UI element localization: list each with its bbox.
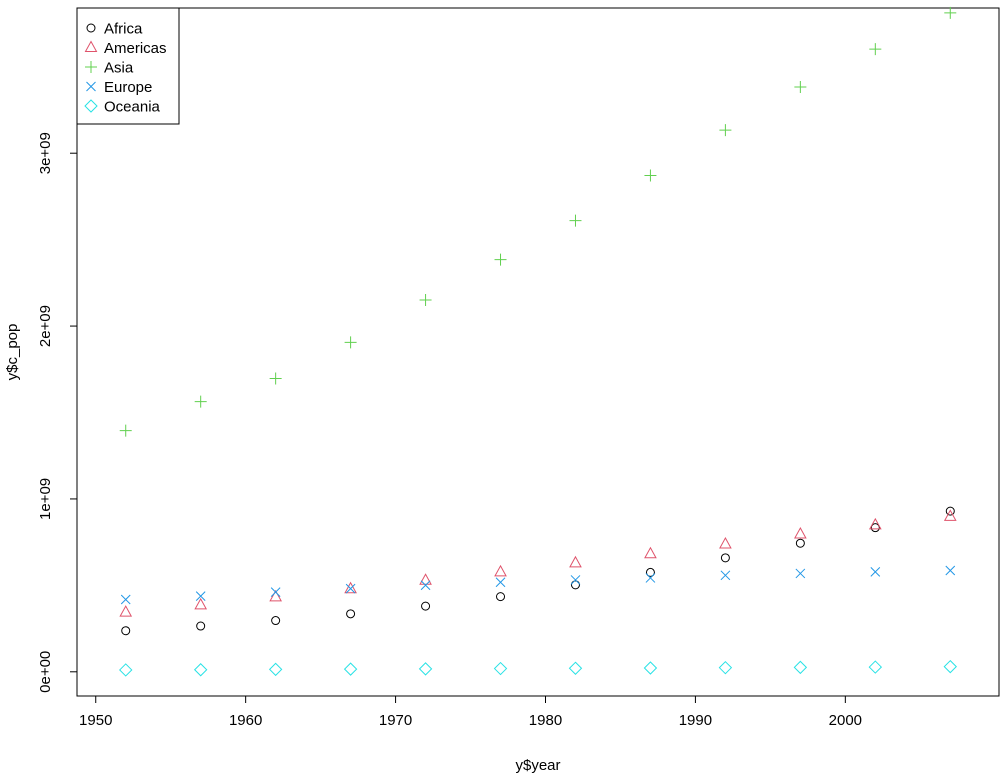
plot-area-frame (76, 7, 1000, 697)
point-europe (420, 580, 431, 591)
legend-box (76, 7, 180, 125)
point-africa (720, 553, 730, 563)
legend-marker-europe (86, 81, 96, 92)
point-americas (794, 527, 807, 539)
y-axis-label: y$c_pop (4, 324, 21, 381)
y-tick-label: 3e+09 (37, 132, 54, 174)
point-europe (270, 587, 281, 597)
point-oceania (493, 661, 508, 676)
point-africa (795, 538, 805, 548)
point-oceania (793, 660, 808, 675)
x-axis: 1950 1960 1970 1980 1990 2000 (79, 695, 862, 729)
point-europe (720, 570, 731, 581)
series-americas (119, 509, 957, 617)
legend-item-oceania: Oceania (84, 99, 161, 116)
point-americas (269, 589, 282, 602)
point-africa (570, 580, 580, 590)
point-asia (494, 253, 507, 266)
series-europe (120, 565, 956, 605)
point-africa (121, 626, 131, 636)
point-asia (719, 124, 732, 137)
x-axis-label: y$year (515, 757, 560, 774)
point-africa (421, 601, 431, 611)
point-americas (943, 509, 957, 521)
series-oceania (119, 659, 957, 677)
legend-item-europe: Europe (86, 79, 152, 96)
data-points (119, 6, 957, 677)
point-oceania (418, 662, 433, 676)
x-tick-label: 1970 (379, 712, 412, 729)
y-tick-label: 1e+09 (37, 478, 54, 520)
x-tick-label: 1980 (529, 712, 562, 729)
point-asia (569, 214, 582, 227)
point-oceania (193, 663, 208, 677)
legend-label: Africa (104, 21, 143, 38)
point-americas (494, 564, 507, 577)
point-europe (645, 573, 656, 583)
point-africa (346, 609, 356, 619)
point-europe (870, 566, 881, 577)
point-europe (120, 594, 131, 605)
point-oceania (119, 663, 133, 677)
point-asia (869, 43, 882, 56)
point-americas (868, 517, 882, 530)
y-axis: 0e+00 1e+09 2e+09 3e+09 (37, 132, 78, 693)
point-africa (196, 621, 206, 631)
point-americas (344, 581, 357, 594)
point-africa (945, 506, 955, 516)
legend-marker-americas (84, 40, 98, 52)
point-asia (269, 372, 282, 385)
legend-label: Americas (104, 40, 167, 57)
x-tick-label: 1950 (79, 712, 112, 729)
point-asia (194, 395, 207, 408)
point-europe (570, 575, 581, 585)
point-asia (644, 169, 657, 182)
point-americas (719, 536, 732, 549)
point-americas (419, 573, 432, 585)
legend-item-africa: Africa (86, 21, 143, 38)
point-europe (795, 568, 806, 579)
point-oceania (343, 662, 358, 676)
point-americas (194, 597, 208, 610)
point-africa (870, 523, 880, 533)
legend-label: Oceania (104, 99, 161, 116)
point-asia (119, 424, 132, 437)
point-americas (569, 555, 582, 568)
point-americas (119, 605, 133, 617)
y-tick-label: 0e+00 (37, 651, 54, 693)
point-asia (944, 6, 957, 19)
point-europe (345, 583, 356, 594)
x-tick-label: 2000 (829, 712, 862, 729)
legend-label: Europe (104, 79, 152, 96)
point-africa (496, 592, 506, 602)
point-oceania (568, 661, 583, 675)
point-oceania (943, 659, 957, 674)
point-oceania (268, 662, 283, 677)
legend: Africa Americas Asia Europe Oceania (76, 7, 180, 125)
x-tick-label: 1990 (679, 712, 712, 729)
point-africa (271, 616, 281, 626)
legend-marker-oceania (84, 99, 98, 113)
legend-item-asia: Asia (85, 60, 134, 77)
series-asia (119, 6, 957, 437)
x-tick-label: 1960 (229, 712, 262, 729)
point-asia (344, 336, 357, 349)
point-oceania (718, 660, 733, 675)
legend-marker-asia (85, 61, 97, 73)
point-europe (195, 591, 206, 601)
legend-marker-africa (86, 23, 96, 33)
point-europe (495, 577, 506, 588)
y-tick-label: 2e+09 (37, 305, 54, 347)
legend-label: Asia (104, 60, 134, 77)
point-americas (644, 546, 657, 559)
point-asia (794, 80, 807, 93)
point-europe (945, 565, 956, 576)
point-oceania (868, 660, 883, 674)
point-africa (645, 567, 655, 577)
point-oceania (643, 661, 658, 675)
series-africa (121, 506, 955, 636)
point-asia (419, 293, 432, 306)
legend-item-americas: Americas (84, 40, 167, 57)
